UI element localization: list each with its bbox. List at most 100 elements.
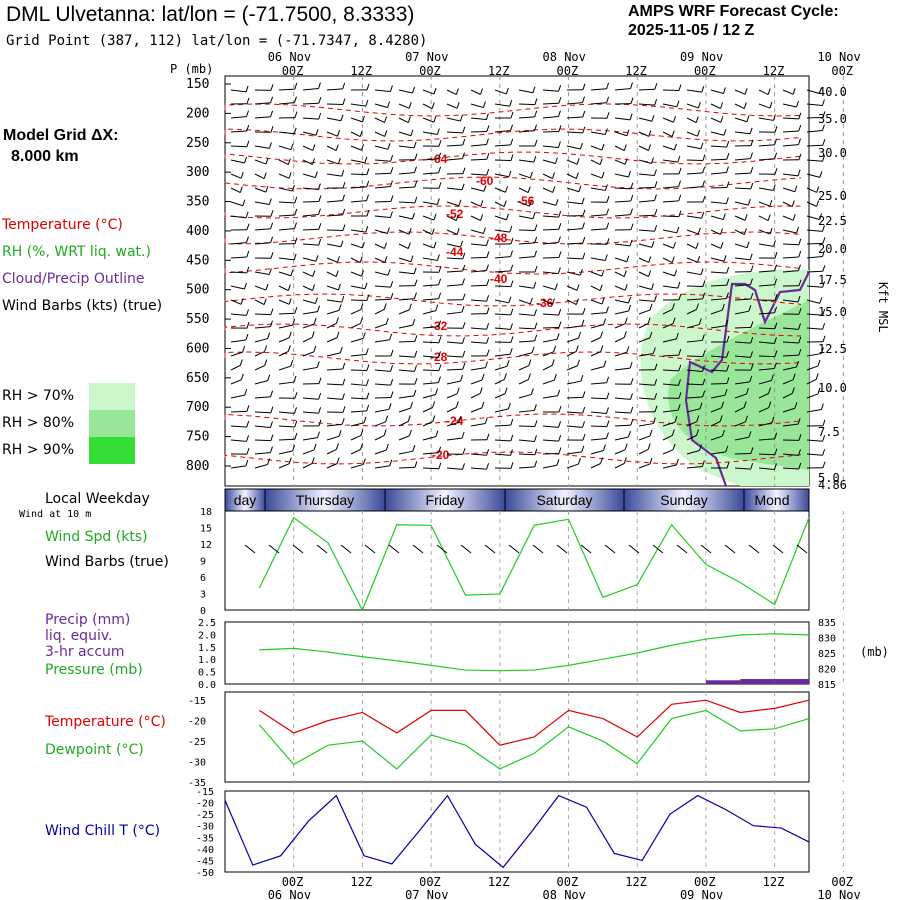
top-hour-label: 12Z xyxy=(488,64,510,78)
wind-barb xyxy=(326,200,343,203)
wind-barb-flag xyxy=(314,171,318,178)
wind-barb-flag xyxy=(240,373,244,380)
wind-barb-flag xyxy=(246,140,250,147)
wind-barb xyxy=(734,436,750,441)
wind-barb-flag xyxy=(505,186,508,193)
wind-barb xyxy=(326,243,342,248)
wind-barb-flag xyxy=(363,416,367,423)
wind-barb-flag xyxy=(582,83,586,90)
wind-barb xyxy=(470,422,486,427)
wind-barb-flag xyxy=(267,458,271,465)
wind-barb xyxy=(278,131,295,135)
wind-barb-flag xyxy=(318,195,322,202)
wind-barb xyxy=(230,313,247,316)
wind-barb-flag xyxy=(246,420,250,428)
rh80-area xyxy=(668,300,809,470)
wind-barb-flag xyxy=(552,172,555,179)
isotherm-label: -64 xyxy=(430,152,448,166)
wind-barb-flag xyxy=(558,447,562,454)
wind-barb-flag xyxy=(486,307,490,314)
wind-barb-flag xyxy=(720,102,723,109)
wind-barb xyxy=(614,449,626,455)
wind-barb-flag xyxy=(792,373,796,380)
wind-barb-flag xyxy=(648,256,652,263)
wind-barb xyxy=(782,130,799,133)
wind-barb xyxy=(614,436,629,441)
wind-barb-flag xyxy=(246,435,249,442)
wind-barb xyxy=(662,449,674,455)
wind-barb-flag xyxy=(768,401,772,408)
wind-barb-flag xyxy=(311,331,315,338)
wind-barb-flag xyxy=(697,101,701,109)
wind-barb xyxy=(278,257,295,261)
surface-wind-barb xyxy=(580,544,592,554)
wind-barb-flag xyxy=(750,321,754,328)
wind-barb-flag xyxy=(774,264,778,271)
wind-barb xyxy=(470,243,487,246)
pressure-tick-label: 250 xyxy=(186,136,209,151)
wind-barb-flag xyxy=(673,116,676,123)
wind-barb-flag xyxy=(581,319,585,327)
wind-barb xyxy=(230,299,242,305)
wind-barb xyxy=(278,173,290,179)
wind-barb xyxy=(518,393,532,399)
wind-barb-flag xyxy=(509,100,513,107)
wind-barb-flag xyxy=(510,237,514,245)
wind-barb-flag xyxy=(413,389,417,397)
wind-barb xyxy=(758,144,775,147)
wind-barb-flag xyxy=(532,86,536,93)
wind-barb-flag xyxy=(240,172,244,179)
wind-barb-flag xyxy=(774,138,778,145)
wind-barb xyxy=(518,229,535,232)
wind-barb-flag xyxy=(384,130,388,137)
wind-barb-flag xyxy=(414,279,418,286)
wind-barb xyxy=(254,396,271,399)
wind-barb xyxy=(470,299,487,302)
wind-barb-flag xyxy=(438,166,442,173)
wind-barb-flag xyxy=(605,432,609,439)
wind-barb xyxy=(638,285,652,290)
wind-barb-flag xyxy=(486,433,490,440)
wind-barb-flag xyxy=(773,337,777,344)
isotherm-line xyxy=(224,103,802,117)
wind-barb-flag xyxy=(312,270,316,277)
wind-barb-flag xyxy=(366,209,370,217)
wind-barb-flag xyxy=(533,282,537,289)
dewpoint-label: Dewpoint (°C) xyxy=(45,742,144,758)
wind-barb xyxy=(278,159,289,165)
wind-barb xyxy=(374,369,391,372)
wind-barb xyxy=(278,312,295,315)
wind-barb xyxy=(806,159,823,162)
wind-barb xyxy=(230,339,246,343)
wind-barb-flag xyxy=(456,102,460,109)
wind-barb-flag xyxy=(726,377,730,384)
wind-barb xyxy=(398,309,410,315)
wind-barb-flag xyxy=(338,430,342,437)
wind-barb xyxy=(662,159,678,163)
wind-barb-flag xyxy=(342,82,346,90)
wind-barb xyxy=(494,187,506,193)
wind-barb xyxy=(686,257,698,263)
wind-barb-flag xyxy=(318,407,322,414)
wind-barb xyxy=(758,215,769,222)
wind-barb xyxy=(254,145,270,149)
windchill-label: Wind Chill T (°C) xyxy=(45,823,161,839)
surface-wind-barb xyxy=(268,544,280,554)
wind-barb-flag xyxy=(411,212,415,220)
wind-barb xyxy=(686,145,702,150)
wind-barb xyxy=(518,379,529,385)
wind-barb xyxy=(494,379,505,385)
wind-barb-flag xyxy=(582,307,586,315)
wind-barb-flag xyxy=(671,429,675,436)
wind-barb-flag xyxy=(719,415,723,422)
wind-barb-flag xyxy=(364,156,368,163)
wind-barb-flag xyxy=(745,387,749,395)
wind-barb-flag xyxy=(822,139,826,146)
wind-barb xyxy=(254,242,271,245)
wind-barb-flag xyxy=(721,429,725,437)
wind-barb-flag xyxy=(317,82,321,89)
wind-spd-label: Wind Spd (kts) xyxy=(45,529,148,545)
wind-barb-flag xyxy=(702,292,706,299)
wind-barb-flag xyxy=(510,418,514,426)
wind-barb-flag xyxy=(798,434,802,441)
